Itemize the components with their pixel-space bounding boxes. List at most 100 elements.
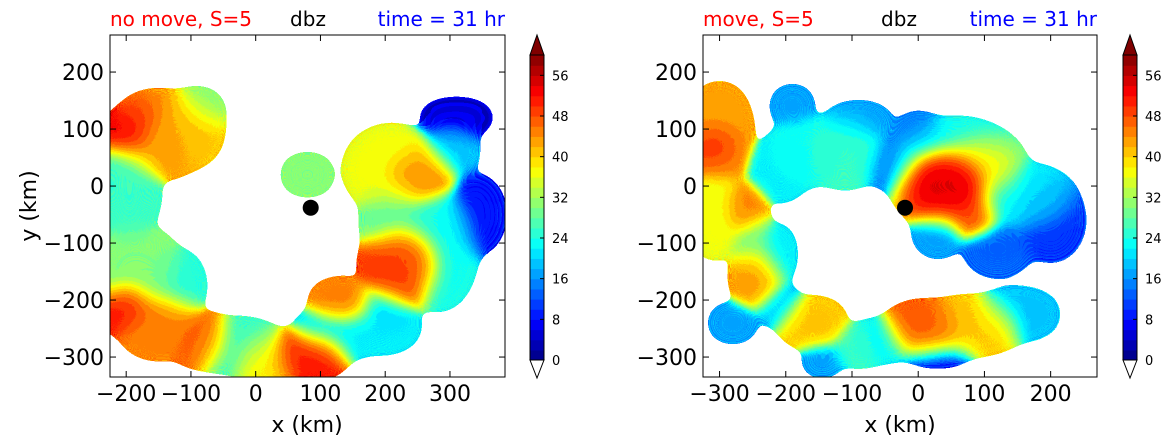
colorbar-segment xyxy=(530,146,544,158)
colorbar-segment xyxy=(1123,288,1137,300)
colorbar-segment xyxy=(1123,217,1137,229)
reflectivity-cell xyxy=(818,126,872,178)
reflectivity-cell xyxy=(908,342,968,360)
colorbar-segment xyxy=(530,197,544,209)
reflectivity-cell xyxy=(1024,186,1078,255)
colorbar-tick-label: 24 xyxy=(552,232,569,247)
reflectivity-cell xyxy=(320,291,366,315)
colorbar-segment xyxy=(530,319,544,331)
title-left: move, S=5 xyxy=(703,7,814,31)
colorbar-segment xyxy=(530,288,544,300)
colorbar-segment xyxy=(530,248,544,259)
y-tick-label: 100 xyxy=(62,118,104,143)
colorbar-segment xyxy=(1123,207,1137,219)
colorbar-segment xyxy=(530,116,544,127)
reflectivity-cell xyxy=(789,310,836,336)
x-tick-label: 200 xyxy=(364,382,406,407)
reflectivity-cell xyxy=(115,121,144,149)
colorbar-extend-max xyxy=(529,33,545,56)
colorbar-segment xyxy=(1123,309,1137,320)
colorbar-tick-label: 16 xyxy=(552,273,569,288)
colorbar-segment xyxy=(530,136,544,148)
reflectivity-cell xyxy=(984,298,1051,331)
reflectivity-cell xyxy=(971,228,1025,269)
y-axis-label: y (km) xyxy=(17,170,42,241)
colorbar-tick-label: 32 xyxy=(1145,191,1162,206)
x-ticks: −300 −200 −100 0 100 200 xyxy=(689,35,1072,407)
colorbar-segment xyxy=(1123,146,1137,158)
colorbar-segment xyxy=(530,238,544,249)
storm-center-marker xyxy=(897,199,913,216)
reflectivity-cell xyxy=(391,154,444,195)
colorbar-segment xyxy=(1123,339,1137,351)
title-center: dbz xyxy=(881,7,917,31)
colorbar-segment xyxy=(1123,227,1137,239)
colorbar-segment xyxy=(530,349,544,361)
x-tick-label: 0 xyxy=(249,382,263,407)
y-tick-label: −300 xyxy=(44,346,104,371)
colorbar-tick-label: 48 xyxy=(1145,110,1162,125)
colorbar-tick-label: 48 xyxy=(552,110,569,125)
colorbar-tick-label: 16 xyxy=(1145,273,1162,288)
colorbar-segment xyxy=(1123,319,1137,331)
x-tick-label: −300 xyxy=(689,382,749,407)
reflectivity-cell xyxy=(779,129,833,175)
colorbar-segment xyxy=(530,126,544,137)
colorbar-segment xyxy=(530,278,544,290)
title-left: no move, S=5 xyxy=(110,7,252,31)
x-tick-label: −200 xyxy=(96,382,156,407)
y-tick-label: −100 xyxy=(637,232,697,257)
colorbar-segment xyxy=(530,258,544,270)
x-ticks: −200 −100 0 100 200 300 xyxy=(96,35,471,407)
reflectivity-cell xyxy=(420,101,492,134)
reflectivity-cell xyxy=(865,328,905,352)
reflectivity-cell xyxy=(742,257,770,298)
colorbar-segment xyxy=(530,207,544,219)
title-center: dbz xyxy=(290,7,326,31)
y-tick-label: −200 xyxy=(637,289,697,314)
colorbar: 0 8 16 24 32 40 48 56 xyxy=(529,33,569,380)
colorbar-segment xyxy=(530,95,544,107)
reflectivity-cell xyxy=(430,134,470,169)
reflectivity-cell xyxy=(944,146,1011,192)
y-tick-label: −200 xyxy=(44,289,104,314)
colorbar-segment xyxy=(1123,268,1137,280)
x-axis-label: x (km) xyxy=(864,413,935,438)
y-tick-label: 200 xyxy=(62,61,104,86)
colorbar-segment xyxy=(530,268,544,280)
reflectivity-cell xyxy=(110,140,149,232)
colorbar-segment xyxy=(1123,177,1137,188)
y-tick-label: 100 xyxy=(655,118,697,143)
title-right: time = 31 hr xyxy=(378,7,506,31)
reflectivity-cell xyxy=(365,291,405,320)
colorbar-segment xyxy=(530,85,544,97)
colorbar-segment xyxy=(1123,258,1137,270)
colorbar-tick-label: 0 xyxy=(552,354,560,369)
colorbar-extend-max xyxy=(1122,33,1138,56)
colorbar-segment xyxy=(1123,55,1137,66)
colorbar-segment xyxy=(530,177,544,188)
reflectivity-cell xyxy=(703,180,730,249)
plot-frame xyxy=(109,34,506,378)
colorbar-segment xyxy=(530,166,544,178)
colorbar-segment xyxy=(530,65,544,76)
reflectivity-cell xyxy=(161,260,195,312)
reflectivity-cell xyxy=(133,109,158,126)
colorbar-segment xyxy=(530,339,544,351)
colorbar-segment xyxy=(530,55,544,66)
colorbar-segment xyxy=(1123,197,1137,209)
colorbar-extend-min xyxy=(529,359,545,380)
colorbar-segment xyxy=(530,329,544,341)
colorbar-segment xyxy=(1123,299,1137,310)
colorbar-segment xyxy=(1123,349,1137,361)
colorbar-segment xyxy=(530,156,544,168)
contour-plot xyxy=(110,99,499,370)
x-axis-label: x (km) xyxy=(271,413,342,438)
y-tick-label: 200 xyxy=(655,61,697,86)
colorbar-segment xyxy=(530,227,544,239)
colorbar-segment xyxy=(1123,126,1137,137)
colorbar-segment xyxy=(1123,95,1137,107)
panel-right: move, S=5 dbz time = 31 hr −300 −200 −100 0… xyxy=(637,7,1162,438)
reflectivity-cell xyxy=(730,194,755,224)
colorbar: 0 8 16 24 32 40 48 56 xyxy=(1122,33,1162,380)
